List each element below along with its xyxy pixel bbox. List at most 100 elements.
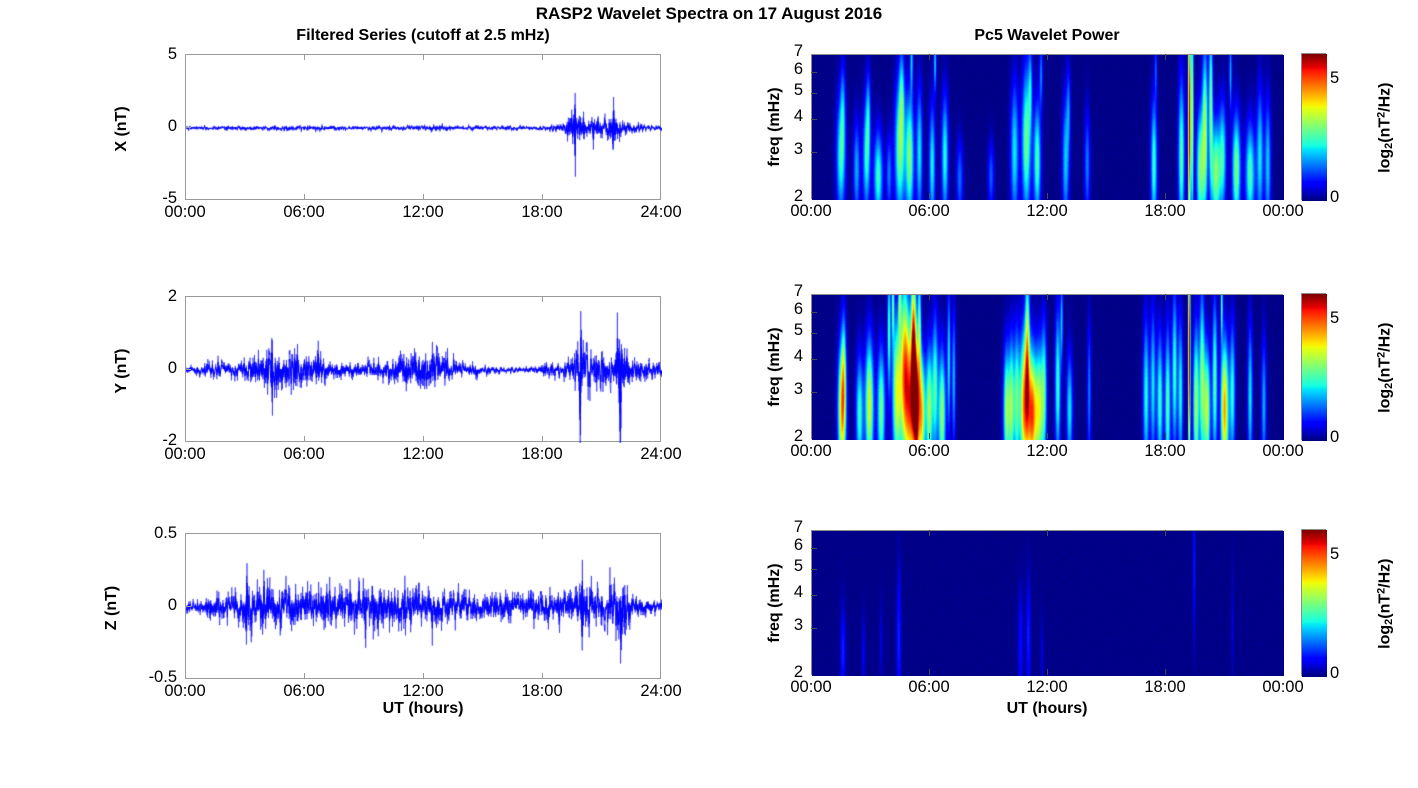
colorbar-label-x: log2(nT2/Hz) bbox=[1375, 38, 1394, 218]
tick-mark bbox=[1047, 530, 1048, 536]
ytick-y-top: 2 bbox=[167, 287, 177, 305]
tick-mark bbox=[423, 436, 424, 442]
xlabel-left: UT (hours) bbox=[382, 700, 464, 717]
spectrogram-image-y bbox=[812, 295, 1284, 440]
xlabel-right: UT (hours) bbox=[1006, 700, 1088, 717]
ytick-Z-wavelet-power-0: 7 bbox=[793, 518, 803, 536]
tick-mark bbox=[929, 530, 930, 536]
ytick-X-wavelet-power-0: 7 bbox=[793, 42, 803, 60]
ytick-Z-wavelet-power-4: 3 bbox=[793, 616, 803, 635]
xtick-Z-filtered-series-0: 00:00 bbox=[164, 682, 206, 700]
xtick-X-wavelet-power-0: 00:00 bbox=[790, 202, 832, 220]
tick-mark bbox=[1047, 193, 1048, 199]
ytick-Z-wavelet-power-5: 2 bbox=[793, 663, 803, 681]
tick-mark bbox=[1047, 669, 1048, 675]
tick-mark bbox=[423, 673, 424, 679]
ytick-Z-wavelet-power-3: 4 bbox=[793, 582, 803, 601]
xtick-X-filtered-series-3: 18:00 bbox=[521, 203, 563, 221]
cbtick-0-0: 5 bbox=[1330, 69, 1340, 88]
xtick-X-wavelet-power-1: 06:00 bbox=[908, 202, 950, 220]
colorbar-label-y: log2(nT2/Hz) bbox=[1375, 278, 1394, 458]
cbtick-1-1: 0 bbox=[1330, 428, 1340, 446]
xtick-Z-wavelet-power-1: 06:00 bbox=[908, 678, 950, 696]
tick-mark bbox=[304, 533, 305, 539]
colorbar-label-x-text: log2(nT2/Hz) bbox=[1375, 82, 1395, 173]
xtick-Z-filtered-series-4: 24:00 bbox=[640, 682, 682, 700]
tick-mark bbox=[542, 533, 543, 539]
ytick-Y-wavelet-power-1: 6 bbox=[793, 299, 803, 318]
ytick-y-mid: 0 bbox=[167, 359, 177, 377]
xtick-X-wavelet-power-2: 12:00 bbox=[1026, 202, 1068, 220]
ytick-x-top: 5 bbox=[167, 45, 177, 63]
tick-mark bbox=[1047, 294, 1048, 300]
spectrogram-image-x bbox=[812, 55, 1284, 200]
xtick-Z-wavelet-power-4: 00:00 bbox=[1262, 678, 1304, 696]
ylabel-y: Y (nT) bbox=[113, 311, 131, 431]
ytick-Y-wavelet-power-5: 2 bbox=[793, 427, 803, 445]
tick-mark bbox=[304, 673, 305, 679]
tick-mark bbox=[542, 54, 543, 60]
tick-mark bbox=[542, 673, 543, 679]
tick-mark bbox=[1047, 433, 1048, 439]
xtick-X-filtered-series-2: 12:00 bbox=[402, 203, 444, 221]
colorbar-label-z-text: log2(nT2/Hz) bbox=[1375, 558, 1395, 649]
colorbar-label-y-text: log2(nT2/Hz) bbox=[1375, 322, 1395, 413]
colorbar-z bbox=[1301, 529, 1327, 677]
xtick-Z-filtered-series-3: 18:00 bbox=[521, 682, 563, 700]
ytick-Z-wavelet-power-1: 6 bbox=[793, 535, 803, 554]
tick-mark bbox=[811, 118, 817, 120]
ytick-x-bot: -5 bbox=[162, 189, 177, 207]
xtick-Y-wavelet-power-4: 00:00 bbox=[1262, 442, 1304, 460]
tick-mark bbox=[1165, 530, 1166, 536]
tick-mark bbox=[811, 628, 817, 630]
tick-mark bbox=[1165, 193, 1166, 199]
tick-mark bbox=[929, 294, 930, 300]
ytick-z-mid: 0 bbox=[167, 596, 177, 614]
tick-mark bbox=[929, 193, 930, 199]
tick-mark bbox=[1165, 54, 1166, 60]
ytick-X-wavelet-power-2: 5 bbox=[793, 80, 803, 99]
cbtick-1-0: 5 bbox=[1330, 309, 1340, 328]
tick-mark bbox=[811, 71, 817, 73]
ylabel-z-text: Z (nT) bbox=[103, 585, 120, 631]
ytick-X-wavelet-power-5: 2 bbox=[793, 187, 803, 205]
ytick-Y-wavelet-power-3: 4 bbox=[793, 346, 803, 365]
xtick-Y-filtered-series-2: 12:00 bbox=[402, 445, 444, 463]
tick-mark bbox=[811, 594, 817, 596]
timeseries-trace-z bbox=[186, 534, 662, 680]
timeseries-axes-z bbox=[185, 533, 662, 680]
ytick-x-mid: 0 bbox=[167, 117, 177, 135]
xtick-Z-wavelet-power-0: 00:00 bbox=[790, 678, 832, 696]
ylabel-z: Z (nT) bbox=[103, 548, 121, 668]
tick-mark bbox=[1047, 54, 1048, 60]
tick-mark bbox=[423, 296, 424, 302]
tick-mark bbox=[1165, 433, 1166, 439]
tick-mark bbox=[185, 127, 191, 128]
xtick-Z-wavelet-power-3: 18:00 bbox=[1144, 678, 1186, 696]
tick-mark bbox=[929, 433, 930, 439]
tick-mark bbox=[304, 194, 305, 200]
tick-mark bbox=[1165, 669, 1166, 675]
colorbar-y bbox=[1301, 293, 1327, 441]
xtick-Y-wavelet-power-2: 12:00 bbox=[1026, 442, 1068, 460]
figure-title: RASP2 Wavelet Spectra on 17 August 2016 bbox=[535, 4, 883, 23]
ytick-X-wavelet-power-1: 6 bbox=[793, 59, 803, 78]
tick-mark bbox=[542, 296, 543, 302]
xtick-Z-filtered-series-1: 06:00 bbox=[283, 682, 325, 700]
tick-mark bbox=[185, 606, 191, 607]
tick-mark bbox=[542, 436, 543, 442]
ytick-X-wavelet-power-3: 4 bbox=[793, 106, 803, 125]
spectrogram-axes-y bbox=[811, 294, 1284, 440]
left-column-title: Filtered Series (cutoff at 2.5 mHz) bbox=[296, 27, 550, 44]
tick-mark bbox=[929, 54, 930, 60]
tick-mark bbox=[1165, 294, 1166, 300]
ytick-Y-wavelet-power-2: 5 bbox=[793, 320, 803, 339]
tick-mark bbox=[811, 392, 817, 394]
ylabel-x-text: X (nT) bbox=[113, 106, 130, 152]
ylabel-y-text: Y (nT) bbox=[113, 348, 130, 394]
tick-mark bbox=[304, 436, 305, 442]
xtick-Y-filtered-series-3: 18:00 bbox=[521, 445, 563, 463]
xtick-Y-filtered-series-1: 06:00 bbox=[283, 445, 325, 463]
tick-mark bbox=[185, 369, 191, 370]
